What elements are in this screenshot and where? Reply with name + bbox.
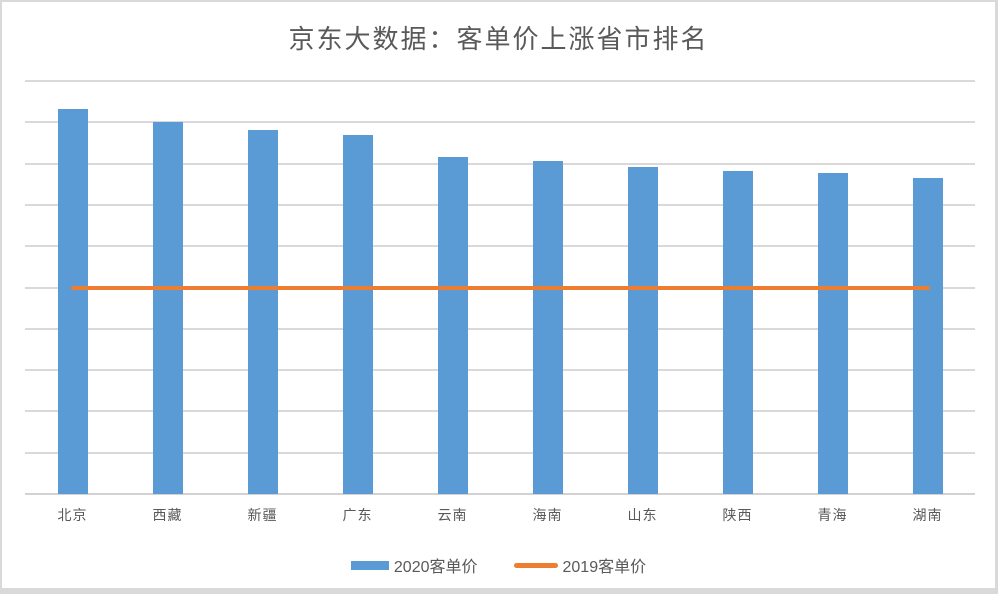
bar-新疆 (248, 130, 278, 494)
bar-陕西 (723, 171, 753, 494)
plot-area (25, 80, 975, 495)
bar-西藏 (153, 122, 183, 494)
legend-item-2020: 2020客单价 (350, 553, 478, 577)
gridline (25, 204, 975, 206)
category-label-广东: 广东 (342, 507, 373, 523)
category-label-西藏: 西藏 (152, 507, 183, 523)
gridline (25, 410, 975, 412)
bar-广东 (343, 135, 373, 494)
category-label-北京: 北京 (57, 507, 88, 523)
bar-海南 (533, 161, 563, 494)
chart-title: 京东大数据：客单价上涨省市排名 (288, 24, 709, 54)
bar-series-swatch-icon (350, 560, 389, 570)
legend: 2020客单价 2019客单价 (2, 553, 995, 577)
gridline (25, 163, 975, 165)
gridline (25, 245, 975, 247)
category-label-云南: 云南 (437, 507, 468, 523)
legend-label-2020: 2020客单价 (393, 559, 478, 576)
line-series-swatch-icon (513, 562, 558, 568)
x-axis-line (25, 493, 975, 495)
legend-label-2019: 2019客单价 (562, 559, 647, 576)
gridline (25, 80, 975, 82)
category-label-陕西: 陕西 (722, 507, 753, 523)
category-label-山东: 山东 (627, 507, 658, 523)
bar-湖南 (913, 178, 943, 494)
line-2019-series (71, 286, 930, 290)
legend-item-2019: 2019客单价 (513, 553, 647, 577)
category-label-新疆: 新疆 (247, 507, 278, 523)
gridline (25, 452, 975, 454)
x-axis-category-labels: 北京 西藏 新疆 广东 云南 海南 山东 陕西 青海 湖南 (25, 505, 975, 525)
bar-青海 (818, 173, 848, 494)
category-label-湖南: 湖南 (912, 507, 943, 523)
gridline (25, 369, 975, 371)
category-label-青海: 青海 (817, 507, 848, 523)
category-label-海南: 海南 (532, 507, 563, 523)
bar-云南 (438, 157, 468, 494)
bar-北京 (58, 109, 88, 494)
gridline (25, 328, 975, 330)
bar-山东 (628, 167, 658, 494)
gridline (25, 121, 975, 123)
